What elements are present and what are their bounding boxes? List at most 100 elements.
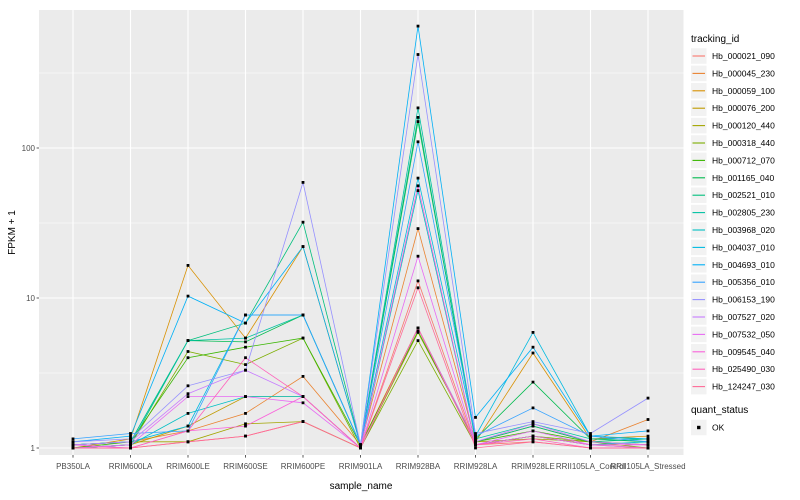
data-point-Hb_005356_010 xyxy=(474,434,477,438)
data-point-Hb_000318_440 xyxy=(416,339,420,342)
x-tick-label: RRIM901LA xyxy=(339,462,383,471)
legend-item-Hb_025490_030: Hb_025490_030 xyxy=(691,361,775,377)
x-tick-label: RRIM600LE xyxy=(166,462,210,471)
data-point-Hb_006153_190 xyxy=(474,432,477,435)
data-point-Hb_001165_040 xyxy=(244,340,247,344)
data-point-Hb_000045_230 xyxy=(416,227,420,230)
data-point-Hb_000045_230 xyxy=(646,418,650,421)
legend-item-label: Hb_001165_040 xyxy=(712,173,775,183)
data-point-Hb_007532_050 xyxy=(244,395,247,398)
data-point-Hb_006153_190 xyxy=(186,384,190,388)
legend-item-label: Hb_002805_230 xyxy=(712,208,775,218)
x-tick-label: RRIM600LA xyxy=(109,462,153,471)
legend: Hb_000021_090 Hb_000045_230 Hb_000059_100 H… xyxy=(691,48,775,436)
data-point-Hb_004693_010 xyxy=(531,345,535,349)
y-tick-label: 10 xyxy=(26,294,35,303)
data-point-Hb_025490_030 xyxy=(244,356,247,360)
legend-item-quant-OK: OK xyxy=(691,419,725,436)
data-point-Hb_124247_030 xyxy=(474,446,477,450)
legend-item-Hb_006153_190: Hb_006153_190 xyxy=(691,291,775,308)
legend-item-label: OK xyxy=(712,423,725,433)
legend-item-Hb_000045_230: Hb_000045_230 xyxy=(691,65,775,82)
data-point-Hb_002805_230 xyxy=(474,437,477,441)
legend-item-Hb_000076_200: Hb_000076_200 xyxy=(691,100,775,116)
data-point-Hb_004693_010 xyxy=(646,429,650,433)
data-point-Hb_124247_030 xyxy=(531,440,535,444)
data-point-Hb_000045_230 xyxy=(301,375,305,378)
data-point-Hb_124247_030 xyxy=(301,420,305,423)
data-point-Hb_005356_010 xyxy=(301,313,305,317)
data-point-Hb_004037_010 xyxy=(186,424,190,428)
data-point-Hb_009545_040 xyxy=(71,443,75,447)
data-point-Hb_025490_030 xyxy=(416,326,420,330)
data-point-Hb_007532_050 xyxy=(301,401,305,405)
data-point-Hb_005356_010 xyxy=(589,434,592,438)
legend-item-Hb_007527_020: Hb_007527_020 xyxy=(691,309,775,325)
x-tick-label: RRIM600SE xyxy=(223,462,267,471)
data-point-Hb_006153_190 xyxy=(301,181,305,184)
data-point-Hb_006153_190 xyxy=(589,432,592,435)
x-tick-label: RRIM928BA xyxy=(396,462,441,471)
data-point-Hb_006153_190 xyxy=(359,443,362,447)
data-point-Hb_025490_030 xyxy=(186,429,190,433)
legend-item-label: Hb_006153_190 xyxy=(712,295,775,305)
data-point-Hb_004693_010 xyxy=(301,245,305,248)
legend-item-label: Hb_000712_070 xyxy=(712,155,775,165)
data-point-Hb_009545_040 xyxy=(589,443,592,447)
legend-key-point xyxy=(697,425,701,430)
data-point-Hb_004037_010 xyxy=(531,331,535,334)
data-point-Hb_000318_440 xyxy=(244,363,247,366)
legend-title-tracking-id: tracking_id xyxy=(691,34,739,45)
data-point-Hb_025490_030 xyxy=(474,443,477,447)
data-points xyxy=(71,24,650,450)
legend-item-label: Hb_002521_010 xyxy=(712,190,775,200)
x-axis-title: sample_name xyxy=(330,481,393,492)
legend-item-label: Hb_000318_440 xyxy=(712,138,775,148)
x-tick-label: RRII105LA_Control xyxy=(556,462,626,471)
data-point-Hb_004693_010 xyxy=(244,321,247,325)
data-point-Hb_025490_030 xyxy=(301,395,305,398)
legend-item-label: Hb_004693_010 xyxy=(712,260,775,270)
data-point-Hb_006153_190 xyxy=(129,437,132,441)
data-point-Hb_002805_230 xyxy=(244,336,247,340)
data-point-Hb_005356_010 xyxy=(244,313,247,317)
legend-item-Hb_009545_040: Hb_009545_040 xyxy=(691,344,775,360)
x-tick-label: RRIM600PE xyxy=(281,462,325,471)
data-point-Hb_004693_010 xyxy=(129,434,132,438)
data-point-Hb_000120_440 xyxy=(244,422,247,426)
data-point-Hb_009545_040 xyxy=(646,443,650,447)
panel-background xyxy=(39,10,684,455)
data-point-Hb_004693_010 xyxy=(416,24,420,28)
data-point-Hb_005356_010 xyxy=(416,140,420,144)
data-point-Hb_025490_030 xyxy=(531,437,535,441)
legend-item-Hb_007532_050: Hb_007532_050 xyxy=(691,326,775,343)
data-point-Hb_000045_230 xyxy=(244,412,247,415)
data-point-Hb_007532_050 xyxy=(531,429,535,433)
gridlines xyxy=(39,10,684,455)
legend-item-Hb_000120_440: Hb_000120_440 xyxy=(691,117,775,134)
legend-item-Hb_124247_030: Hb_124247_030 xyxy=(691,378,775,395)
legend-item-Hb_000318_440: Hb_000318_440 xyxy=(691,135,775,151)
legend-item-Hb_004037_010: Hb_004037_010 xyxy=(691,239,775,256)
data-point-Hb_007532_050 xyxy=(186,395,190,398)
legend-item-Hb_002805_230: Hb_002805_230 xyxy=(691,204,775,221)
data-point-Hb_004037_010 xyxy=(416,176,420,180)
data-point-Hb_006153_190 xyxy=(531,420,535,423)
data-point-Hb_001165_040 xyxy=(416,120,420,123)
legend-item-label: Hb_009545_040 xyxy=(712,347,775,357)
legend-item-label: Hb_005356_010 xyxy=(712,277,775,287)
legend-item-Hb_000712_070: Hb_000712_070 xyxy=(691,152,775,169)
data-point-Hb_004693_010 xyxy=(186,294,190,298)
data-point-Hb_006153_190 xyxy=(416,53,420,56)
axes: 1 10 100 PB350LA RRIM600LA RRIM600LE RRIM600SE… xyxy=(22,144,686,471)
data-point-Hb_009545_040 xyxy=(416,184,420,188)
data-point-Hb_007527_020 xyxy=(531,422,535,426)
data-point-Hb_003968_020 xyxy=(416,189,420,192)
data-point-Hb_002521_010 xyxy=(301,220,305,224)
data-point-Hb_000059_100 xyxy=(531,351,535,355)
data-point-Hb_006153_190 xyxy=(71,440,75,444)
data-point-Hb_007532_050 xyxy=(416,254,420,258)
legend-item-label: Hb_007532_050 xyxy=(712,329,775,339)
legend-item-label: Hb_003968_020 xyxy=(712,225,775,235)
